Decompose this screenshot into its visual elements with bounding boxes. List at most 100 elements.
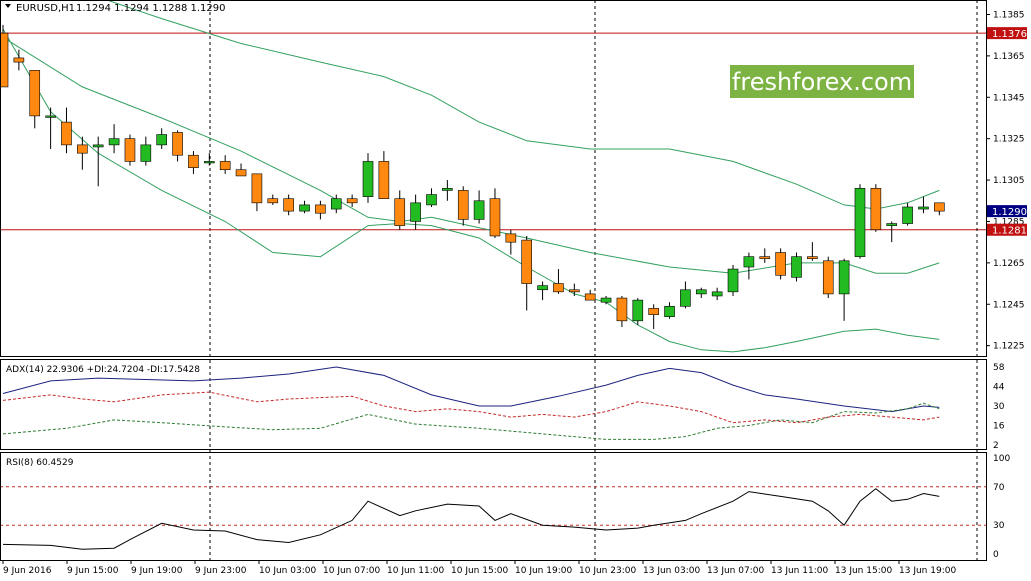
candle xyxy=(108,124,120,154)
candle-body xyxy=(45,115,56,118)
candle xyxy=(457,186,469,226)
candle xyxy=(410,194,421,230)
candle xyxy=(838,258,850,321)
candle xyxy=(219,155,231,174)
chart-symbol-label: EURUSD,H1 xyxy=(16,3,75,14)
candle-body xyxy=(822,260,834,295)
time-tick-label: 10 Jun 23:00 xyxy=(579,566,636,576)
candle-body xyxy=(0,32,9,88)
candle xyxy=(537,281,548,301)
candle xyxy=(346,194,358,207)
candle xyxy=(600,295,612,305)
price-tags: 1.1376 1.1290 1.1281 xyxy=(987,27,1027,237)
candle-body xyxy=(426,194,437,206)
adx-panel: ADX(14) 22.9306 +DI:24.7204 -DI:17.5428 xyxy=(2,365,940,440)
candle xyxy=(711,287,723,301)
candle xyxy=(362,153,374,203)
price-tag-level-low: 1.1281 xyxy=(992,226,1027,237)
price-axis: 1.13851.13651.13451.13251.13051.12851.12… xyxy=(986,10,1025,352)
candle-body xyxy=(711,291,723,297)
candle xyxy=(204,153,215,166)
candle-body xyxy=(330,198,342,210)
rsi-tick-label: 100 xyxy=(993,454,1010,464)
rsi-panel: RSI(8) 60.4529 xyxy=(0,458,986,550)
panel-frames xyxy=(0,0,987,561)
price-tick-label: 1.1365 xyxy=(993,52,1025,62)
envelope-bands xyxy=(2,0,940,353)
watermark-badge xyxy=(730,65,914,98)
candle xyxy=(442,180,453,201)
candle xyxy=(934,202,945,216)
candle-body xyxy=(695,289,707,295)
candle-body xyxy=(537,285,548,291)
rsi-label: RSI(8) 60.4529 xyxy=(6,458,74,468)
candle-body xyxy=(108,138,120,146)
band-lower xyxy=(2,28,940,353)
candle-body xyxy=(632,299,644,322)
candle xyxy=(886,221,898,243)
rsi-tick-label: 30 xyxy=(993,521,1005,531)
candle xyxy=(92,136,104,187)
candle xyxy=(172,130,183,162)
adx-series-di xyxy=(2,391,940,424)
candle-body xyxy=(743,256,755,268)
candle xyxy=(61,107,72,154)
candle xyxy=(473,190,485,224)
price-tag-current: 1.1290 xyxy=(992,207,1027,218)
time-tick-label: 13 Jun 15:00 xyxy=(835,566,892,576)
price-tick-label: 1.1245 xyxy=(993,300,1025,310)
adx-label: ADX(14) 22.9306 +DI:24.7204 -DI:17.5428 xyxy=(6,365,200,375)
rsi-tick-label: 0 xyxy=(993,550,999,560)
time-tick-label: 10 Jun 19:00 xyxy=(515,566,572,576)
rsi-line xyxy=(2,488,940,550)
candle-body xyxy=(473,200,485,220)
candle-body xyxy=(664,306,675,317)
candle-body xyxy=(521,239,533,284)
candle xyxy=(140,136,152,166)
candle xyxy=(553,269,564,294)
candle-body xyxy=(886,223,898,226)
candle-body xyxy=(727,268,739,293)
time-tick-label: 9 Jun 15:00 xyxy=(67,566,119,576)
candle-body xyxy=(854,188,866,257)
price-tick-label: 1.1305 xyxy=(993,176,1025,186)
candle-body xyxy=(204,161,215,164)
time-tick-label: 13 Jun 11:00 xyxy=(771,566,828,576)
candle-body xyxy=(902,206,913,224)
time-tick-label: 13 Jun 07:00 xyxy=(707,566,764,576)
candle xyxy=(315,200,326,220)
time-tick-label: 10 Jun 03:00 xyxy=(259,566,316,576)
adx-tick-label: 58 xyxy=(993,363,1005,373)
candle-body xyxy=(600,297,612,303)
candle-body xyxy=(61,121,72,146)
panel-frame xyxy=(0,0,987,357)
price-tick-label: 1.1345 xyxy=(993,93,1025,103)
candle xyxy=(695,287,707,299)
price-tick-label: 1.1265 xyxy=(993,259,1025,269)
adx-series-adx xyxy=(2,366,940,413)
candle-body xyxy=(77,144,88,154)
candle xyxy=(45,107,56,150)
candle-body xyxy=(283,198,294,212)
candle xyxy=(188,151,199,174)
candle-body xyxy=(251,173,263,204)
adx-tick-label: 16 xyxy=(993,422,1005,432)
candle xyxy=(77,136,88,170)
panel-menu-triangle-icon[interactable] xyxy=(5,4,11,8)
candlesticks xyxy=(0,24,945,330)
adx-axis: 58 44 30 16 2 xyxy=(993,363,1005,451)
candle-body xyxy=(172,132,183,156)
candle-body xyxy=(680,289,691,307)
candle xyxy=(854,184,866,259)
candle xyxy=(807,242,818,261)
candle-body xyxy=(457,190,469,220)
chart-ohlc-label: 1.1294 1.1294 1.1288 1.1290 xyxy=(76,3,226,14)
candle-body xyxy=(140,144,152,162)
candle-body xyxy=(616,297,628,322)
candle xyxy=(283,194,294,216)
time-tick-label: 13 Jun 03:00 xyxy=(643,566,700,576)
rsi-level-lines xyxy=(0,486,986,526)
candle xyxy=(13,49,25,71)
candle xyxy=(394,190,406,230)
candle-body xyxy=(362,161,374,197)
